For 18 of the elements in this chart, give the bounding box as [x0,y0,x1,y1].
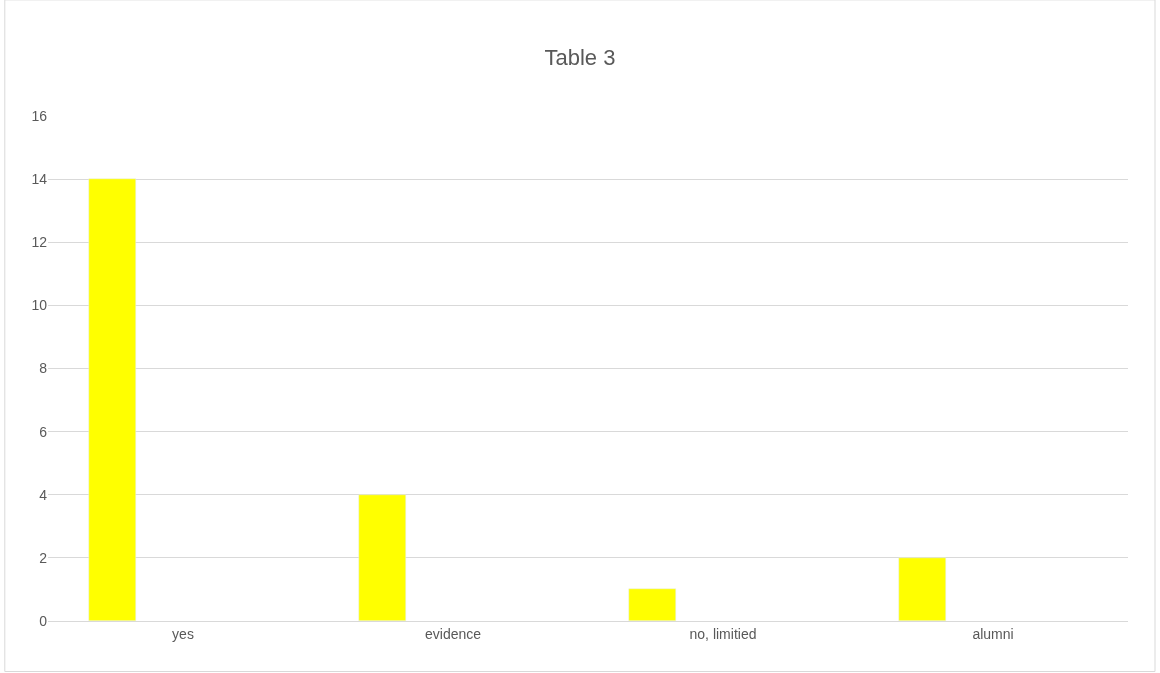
x-tick-label: alumni [972,625,1014,642]
bar [898,557,946,621]
y-tick-label: 10 [31,297,48,314]
y-tick-label: 16 [31,107,48,124]
x-tick-label: no, limitied [689,625,757,642]
y-tick-label: 2 [39,549,48,566]
y-tick-label: 14 [31,171,48,188]
chart-title: Table 3 [544,44,616,70]
y-tick-label: 0 [39,612,48,629]
y-tick-label: 12 [31,234,48,251]
y-tick-label: 4 [39,486,48,503]
y-tick-label: 6 [39,423,48,440]
y-tick-label: 8 [39,360,48,377]
bar [628,588,676,621]
x-tick-label: yes [172,625,194,642]
x-tick-label: evidence [424,625,482,642]
bar [88,178,136,621]
bar [358,494,406,621]
